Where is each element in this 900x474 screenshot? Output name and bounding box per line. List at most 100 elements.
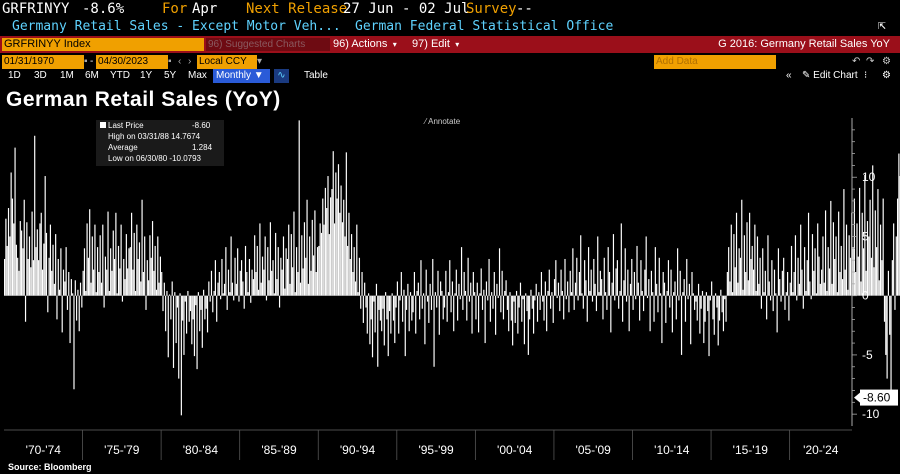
bar bbox=[529, 295, 531, 320]
bar bbox=[137, 258, 139, 296]
period-1y[interactable]: 1Y bbox=[140, 70, 153, 81]
bar bbox=[535, 283, 537, 296]
bar bbox=[102, 224, 104, 296]
bar bbox=[290, 234, 292, 296]
period-3d[interactable]: 3D bbox=[34, 70, 47, 81]
bar bbox=[635, 295, 637, 300]
settings-icon[interactable]: ⚙ bbox=[882, 70, 891, 81]
bar bbox=[246, 272, 248, 296]
line-chart-icon[interactable]: ∿ bbox=[274, 69, 289, 83]
bar bbox=[606, 295, 608, 310]
bar bbox=[886, 295, 888, 379]
bar bbox=[258, 289, 260, 296]
bar bbox=[834, 258, 836, 296]
bar bbox=[242, 281, 244, 296]
bar bbox=[381, 295, 383, 332]
bar bbox=[773, 269, 776, 296]
period-1d[interactable]: 1D bbox=[8, 70, 21, 81]
period-max[interactable]: Max bbox=[188, 70, 207, 81]
y-tick-label: 5 bbox=[862, 229, 869, 243]
frequency-label: Monthly bbox=[216, 70, 252, 81]
bar bbox=[464, 290, 467, 296]
bar bbox=[222, 293, 224, 296]
chevron-right-icon[interactable]: › bbox=[188, 56, 192, 67]
bar bbox=[678, 295, 680, 301]
collapse-icon[interactable]: « bbox=[786, 70, 792, 81]
annotate-button[interactable]: ⁄ Annotate bbox=[425, 117, 460, 126]
period-ytd[interactable]: YTD bbox=[110, 70, 130, 81]
suggested-charts-button[interactable]: 96) Suggested Charts bbox=[206, 38, 330, 51]
redo-icon[interactable]: ↷ bbox=[866, 56, 875, 67]
add-data-field[interactable]: Add Data bbox=[654, 55, 776, 69]
bar bbox=[155, 289, 158, 296]
end-date-field[interactable]: 04/30/2023 bbox=[96, 55, 168, 69]
bar bbox=[289, 283, 291, 296]
bar bbox=[657, 295, 659, 313]
bar bbox=[61, 295, 63, 333]
bar bbox=[605, 292, 607, 296]
bar bbox=[855, 272, 857, 296]
bar bbox=[94, 224, 96, 296]
chevron-down-icon[interactable]: ▾ bbox=[257, 56, 263, 67]
bar bbox=[831, 283, 833, 296]
bar bbox=[158, 282, 160, 296]
calendar-icon[interactable]: ▪ bbox=[84, 56, 88, 67]
bar bbox=[628, 295, 630, 332]
bar bbox=[775, 293, 777, 296]
chevron-left-icon[interactable]: ‹ bbox=[178, 56, 182, 67]
actions-menu[interactable]: 96) Actions ▾ bbox=[333, 38, 397, 51]
bar bbox=[577, 295, 579, 301]
security-field[interactable]: GRFRINYY Index bbox=[2, 38, 204, 51]
edit-chart-button[interactable]: ✎ Edit Chart bbox=[802, 69, 858, 83]
bar bbox=[754, 224, 756, 296]
bar bbox=[832, 222, 835, 296]
bar bbox=[673, 292, 675, 296]
bar bbox=[301, 235, 303, 296]
bar bbox=[724, 295, 726, 300]
ticker[interactable]: GRFRINYY bbox=[2, 1, 70, 17]
bar bbox=[784, 295, 786, 310]
settings-icon[interactable]: ⚙ bbox=[882, 56, 891, 67]
bar bbox=[174, 292, 176, 296]
export-icon[interactable]: ⇱ bbox=[878, 18, 886, 33]
bar bbox=[62, 269, 65, 296]
bar bbox=[662, 272, 664, 296]
bar bbox=[479, 293, 481, 296]
calendar-icon[interactable]: ▪ bbox=[168, 56, 172, 67]
bar bbox=[768, 281, 770, 296]
bar bbox=[800, 224, 802, 296]
options-icon[interactable]: ⁝ bbox=[864, 70, 868, 81]
bar bbox=[336, 198, 338, 296]
bar bbox=[295, 247, 298, 296]
period-1m[interactable]: 1M bbox=[60, 70, 74, 81]
for-label: For bbox=[162, 1, 188, 17]
table-button[interactable]: Table bbox=[304, 70, 328, 81]
bar bbox=[305, 257, 307, 296]
bar bbox=[709, 295, 711, 301]
period-5y[interactable]: 5Y bbox=[164, 70, 177, 81]
bar bbox=[885, 295, 887, 355]
bar bbox=[519, 282, 522, 296]
bar bbox=[553, 279, 556, 296]
bar bbox=[35, 247, 37, 296]
bar bbox=[530, 289, 532, 296]
bar bbox=[112, 230, 114, 296]
bar bbox=[518, 295, 520, 308]
bar bbox=[641, 290, 643, 296]
legend-last-price-label: Last Price bbox=[108, 121, 144, 130]
bar bbox=[69, 295, 71, 344]
undo-icon[interactable]: ↶ bbox=[852, 56, 861, 67]
bar bbox=[364, 282, 366, 296]
bar bbox=[123, 258, 125, 296]
bar bbox=[324, 187, 326, 296]
bar bbox=[345, 152, 347, 296]
edit-menu[interactable]: 97) Edit ▾ bbox=[412, 38, 459, 51]
start-date-field[interactable]: 01/31/1970 bbox=[2, 55, 84, 69]
period-6m[interactable]: 6M bbox=[85, 70, 99, 81]
currency-field[interactable]: Local CCY bbox=[197, 55, 257, 69]
bar bbox=[176, 295, 179, 308]
bar bbox=[328, 234, 330, 296]
legend-average-label: Average bbox=[108, 143, 138, 152]
legend-average-value: 1.284 bbox=[192, 143, 213, 152]
frequency-select[interactable]: Monthly ▼ bbox=[213, 69, 270, 83]
